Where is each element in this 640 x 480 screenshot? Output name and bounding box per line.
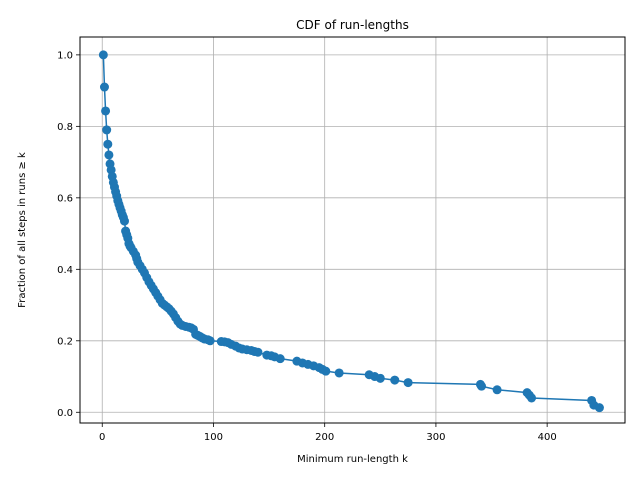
data-point [527, 393, 537, 403]
data-point [594, 403, 604, 413]
data-point [390, 375, 400, 385]
data-point [275, 354, 285, 364]
y-tick-label: 0.0 [57, 408, 73, 419]
y-tick-label: 0.8 [57, 122, 73, 133]
data-point [101, 106, 111, 116]
y-axis-label: Fraction of all steps in runs ≥ k [17, 152, 28, 308]
y-tick-label: 0.6 [57, 193, 73, 204]
ticks: 0 100 200 300 400 0.0 0.2 0.4 0.6 0.8 1.0 [57, 50, 557, 443]
data-point [104, 150, 114, 160]
y-tick-label: 1.0 [57, 50, 73, 61]
y-tick-label: 0.2 [57, 336, 73, 347]
data-point [375, 373, 385, 383]
data-point [99, 82, 109, 92]
data-point [492, 385, 502, 395]
data-point [205, 336, 215, 346]
data-point [98, 50, 108, 60]
grid [80, 37, 625, 423]
data-point [119, 216, 129, 226]
x-axis-label: Minimum run-length k [297, 454, 408, 465]
series-layer [98, 50, 604, 413]
plot-frame [79, 36, 626, 424]
x-tick-label: 400 [538, 432, 557, 443]
x-tick-label: 200 [315, 432, 334, 443]
x-tick-label: 0 [99, 432, 105, 443]
x-tick-label: 300 [426, 432, 445, 443]
y-tick-label: 0.4 [57, 265, 73, 276]
chart-title: CDF of run-lengths [296, 18, 409, 32]
data-point [477, 381, 487, 391]
data-point [103, 139, 113, 149]
data-point [253, 347, 263, 357]
data-point [321, 366, 331, 376]
data-point [403, 378, 413, 388]
data-point [334, 368, 344, 378]
data-point [102, 125, 112, 135]
x-tick-label: 100 [204, 432, 223, 443]
